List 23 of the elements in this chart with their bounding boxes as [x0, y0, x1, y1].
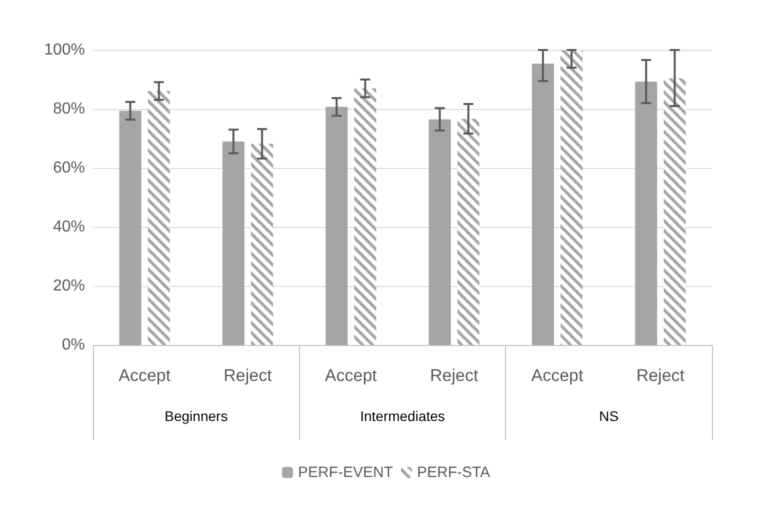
y-tick-label: 40%	[52, 218, 85, 236]
y-tick-label: 60%	[52, 160, 85, 176]
bar	[119, 110, 142, 345]
y-tick-label: 100%	[44, 42, 85, 58]
legend-label: PERF-EVENT	[298, 464, 393, 481]
x-tick-label: Accept	[531, 366, 584, 385]
text: Intermediates	[360, 408, 445, 424]
bar	[532, 64, 554, 345]
x-tick-label: Reject	[636, 366, 685, 385]
y-tick-label: 0%	[62, 336, 85, 354]
text: NS	[599, 408, 619, 424]
x-tick-label: Accept	[118, 366, 171, 385]
x-tick-label: Reject	[430, 366, 478, 385]
x-tick-label: Reject	[224, 366, 272, 385]
bar	[222, 141, 244, 345]
x-tick-label: Accept	[324, 366, 378, 385]
y-tick-label: 80%	[52, 100, 85, 118]
bar	[428, 119, 451, 345]
text: Beginners	[164, 408, 228, 424]
y-tick-label: 20%	[52, 278, 85, 294]
bar	[635, 82, 658, 345]
legend-label: PERF-STA	[416, 464, 490, 481]
bar	[326, 106, 348, 345]
